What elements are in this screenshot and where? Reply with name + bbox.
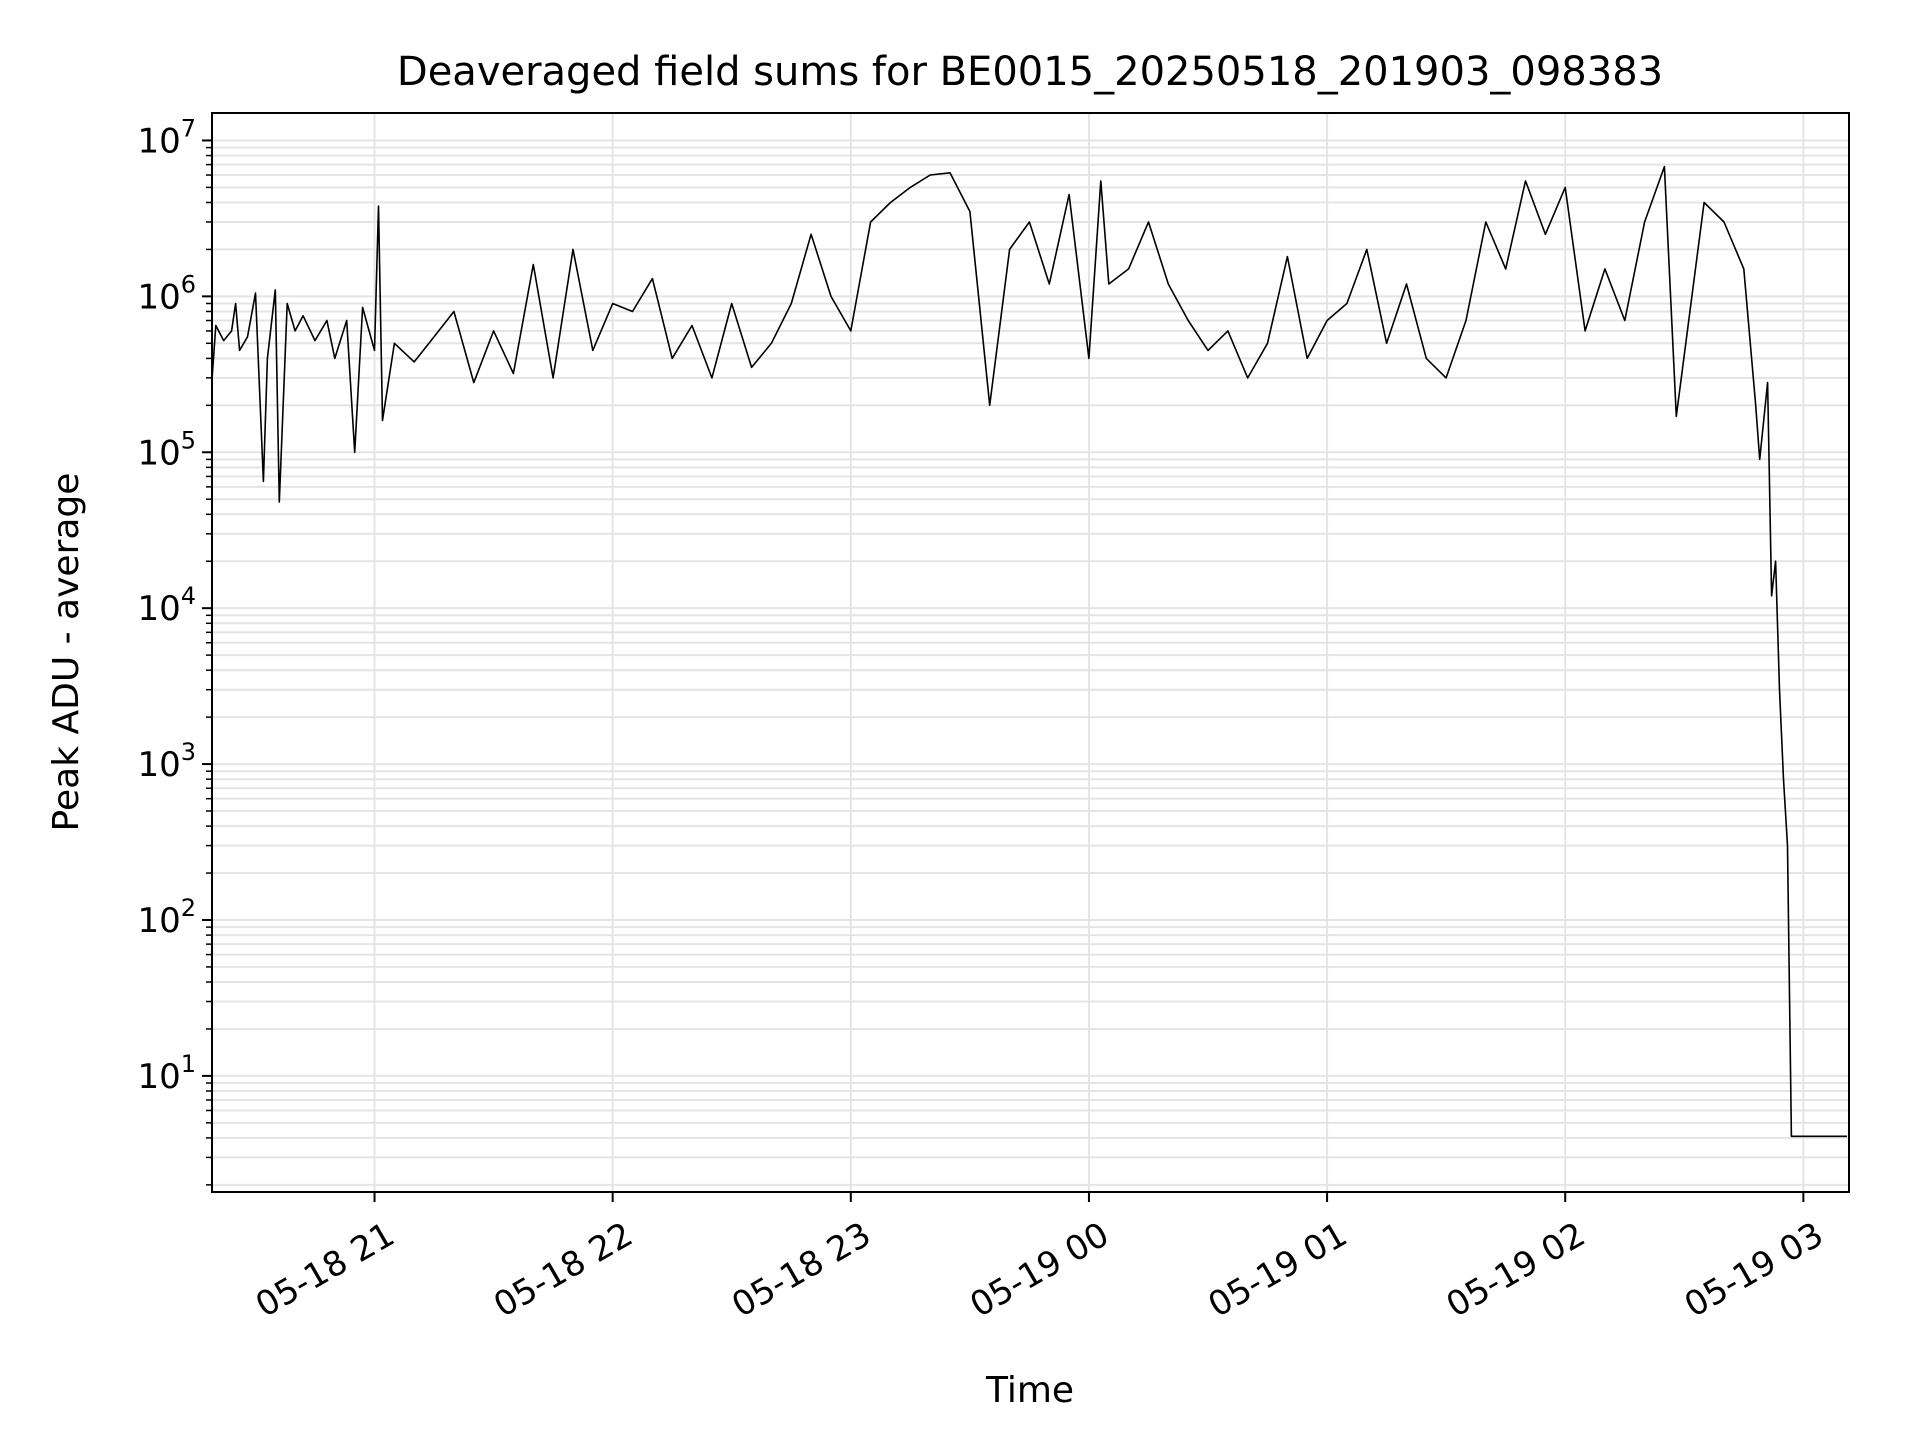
x-tick-label: 05-19 03	[1678, 1215, 1830, 1326]
x-tick-label: 05-18 23	[725, 1215, 877, 1326]
x-tick-label: 05-19 01	[1202, 1215, 1354, 1326]
x-tick-label: 05-19 00	[963, 1215, 1115, 1326]
x-axis-label: Time	[985, 1370, 1074, 1411]
plot-frame	[211, 112, 1850, 1193]
x-tick-label: 05-19 02	[1440, 1215, 1592, 1326]
x-tick-label: 05-18 21	[249, 1215, 401, 1326]
x-axis: 05-18 21 05-18 22 05-18 23 05-19 00 05-19 01…	[249, 1192, 1830, 1326]
chart-title: Deaveraged field sums for BE0015_2025051…	[397, 49, 1663, 95]
y-axis-label: Peak ADU - average	[46, 473, 87, 832]
series-layer	[211, 165, 1847, 1138]
y-tick-label: 105	[137, 426, 196, 473]
y-axis: 101 102 103 104 105 106 107	[137, 114, 212, 1186]
y-tick-label: 104	[137, 582, 196, 629]
y-tick-label: 102	[137, 894, 196, 941]
y-tick-label: 101	[137, 1050, 196, 1097]
y-tick-label: 106	[137, 270, 196, 317]
grid	[212, 113, 1849, 1192]
series-line	[211, 165, 1847, 1138]
y-tick-label: 107	[137, 114, 196, 161]
y-tick-label: 103	[137, 738, 196, 785]
x-tick-label: 05-18 22	[487, 1215, 639, 1326]
